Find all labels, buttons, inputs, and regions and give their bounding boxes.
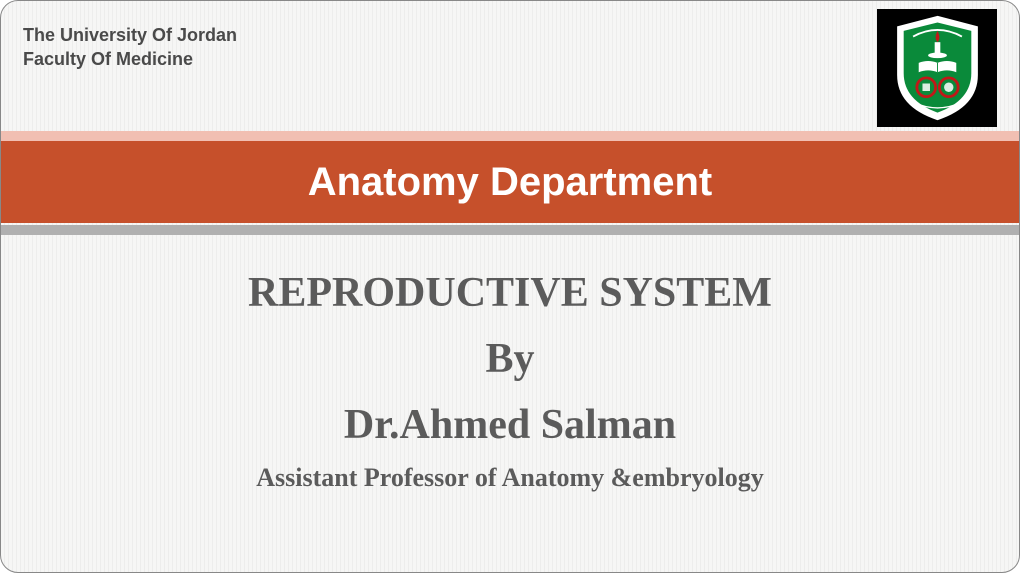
slide-frame: The University Of Jordan Faculty Of Medi… xyxy=(0,0,1020,573)
department-title: Anatomy Department xyxy=(1,141,1019,223)
band-accent-bottom xyxy=(1,225,1019,235)
shield-icon xyxy=(890,14,985,122)
by-label: By xyxy=(1,335,1019,383)
band-accent-top xyxy=(1,131,1019,141)
institution-name: The University Of Jordan xyxy=(23,23,237,47)
topic-title: REPRODUCTIVE SYSTEM xyxy=(1,269,1019,317)
title-band: Anatomy Department xyxy=(1,131,1019,235)
content-block: REPRODUCTIVE SYSTEM By Dr.Ahmed Salman A… xyxy=(1,259,1019,572)
header-block: The University Of Jordan Faculty Of Medi… xyxy=(23,23,237,72)
author-role: Assistant Professor of Anatomy &embryolo… xyxy=(1,463,1019,493)
author-name: Dr.Ahmed Salman xyxy=(1,401,1019,449)
university-logo xyxy=(877,9,997,127)
faculty-name: Faculty Of Medicine xyxy=(23,47,237,71)
